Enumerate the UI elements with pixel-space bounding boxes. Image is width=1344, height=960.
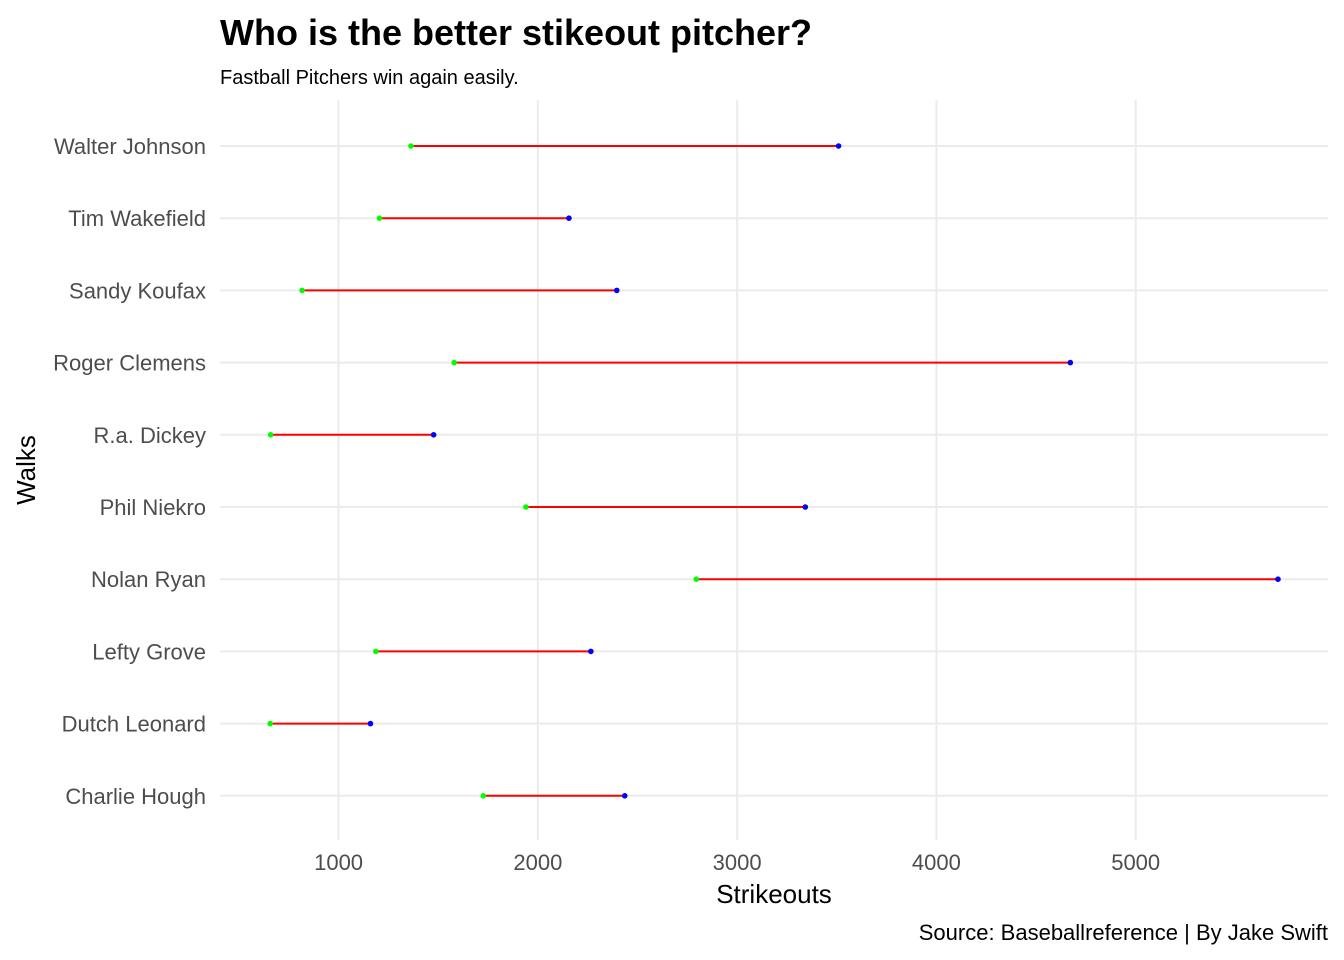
y-tick-label: Phil Niekro [100,495,206,520]
y-tick-label: Charlie Hough [65,784,206,809]
start-point [376,215,383,221]
end-point [1067,359,1074,366]
y-tick-label: Tim Wakefield [68,206,206,231]
y-tick-label: Lefty Grove [92,639,206,664]
x-tick-label: 1000 [314,850,363,875]
start-point [299,287,305,294]
start-points [267,143,700,799]
end-point [1275,576,1281,582]
start-point [267,720,274,727]
y-axis-title: Walks [11,435,41,505]
y-tick-label: Nolan Ryan [91,567,206,592]
y-tick-label: Sandy Koufax [69,278,206,303]
end-point [367,720,374,727]
end-point [588,648,594,655]
start-point [408,143,414,149]
gridlines [220,100,1328,840]
start-point [373,648,379,655]
y-tick-label: R.a. Dickey [94,423,206,448]
y-tick-label: Roger Clemens [53,351,206,376]
start-point [480,793,487,799]
end-point [613,287,620,294]
x-tick-label: 4000 [912,850,961,875]
end-points [367,143,1281,799]
start-point [451,359,457,366]
x-tick-label: 5000 [1111,850,1160,875]
x-tick-label: 2000 [513,850,562,875]
chart-title: Who is the better stikeout pitcher? [220,12,812,53]
y-tick-label: Walter Johnson [54,134,206,159]
chart-caption: Source: Baseballreference | By Jake Swif… [919,920,1328,945]
end-point [835,143,842,149]
end-point [430,432,437,438]
end-point [566,215,572,221]
x-tick-label: 3000 [713,850,762,875]
start-point [693,576,700,582]
dumbbell-segments [270,145,1278,797]
chart-subtitle: Fastball Pitchers win again easily. [220,67,519,89]
y-axis-tick-labels: Walter Johnson Tim Wakefield Sandy Koufax R… [53,134,206,809]
end-point [802,504,809,510]
x-axis-tick-labels: 1000 2000 3000 4000 5000 [314,850,1160,875]
start-point [523,504,529,510]
end-point [621,793,628,799]
start-point [267,432,274,438]
x-axis-title: Strikeouts [716,879,832,909]
y-tick-label: Dutch Leonard [62,712,206,737]
